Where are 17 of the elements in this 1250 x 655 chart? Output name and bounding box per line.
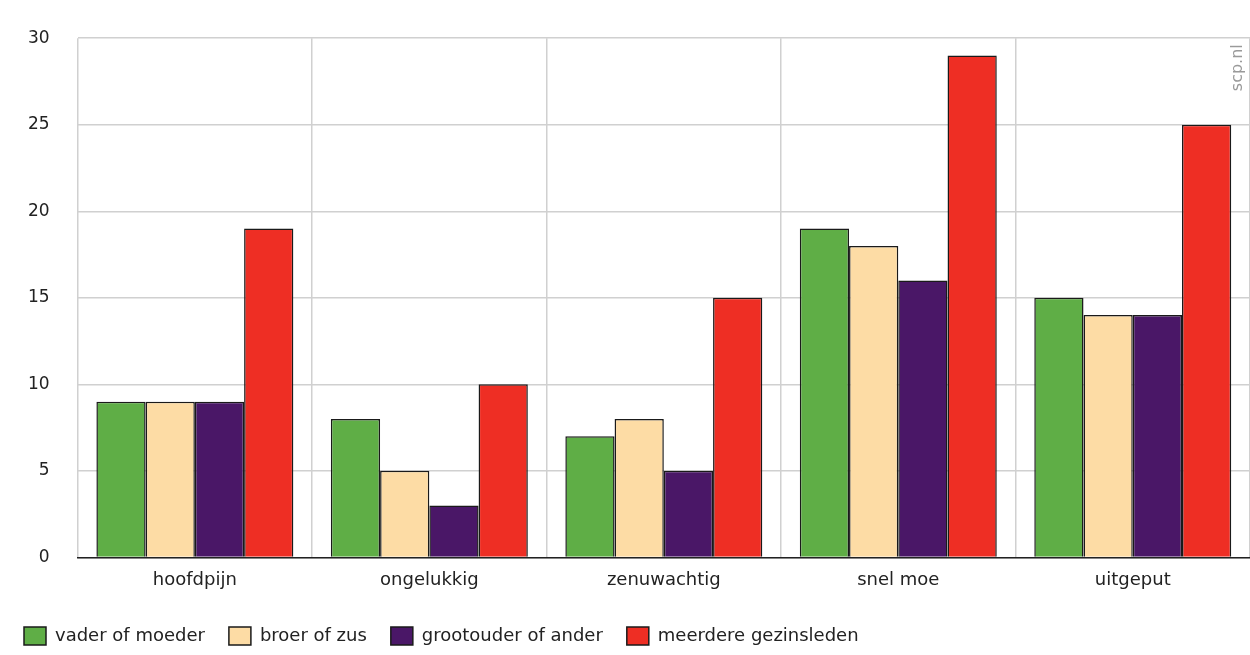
x-tick-label: ongelukkig <box>380 567 479 589</box>
y-tick-label: 0 <box>38 545 50 566</box>
annotation: scp.nl <box>1227 44 1247 92</box>
x-tick-label: snel moe <box>857 567 940 589</box>
y-tick-label: 5 <box>38 459 50 480</box>
y-tick-label: 25 <box>27 113 50 134</box>
legend-label: grootouder of ander <box>421 623 604 645</box>
legend-label: broer of zus <box>259 623 367 645</box>
y-tick-label: 30 <box>27 26 50 47</box>
legend-label: vader of moeder <box>55 623 206 645</box>
y-tick-label: 10 <box>27 372 50 393</box>
x-tick-label: uitgeput <box>1094 567 1171 589</box>
legend-label: meerdere gezinsleden <box>657 623 859 645</box>
y-tick-label: 20 <box>27 199 50 220</box>
x-tick-label: hoofdpijn <box>152 567 237 589</box>
y-tick-label: 15 <box>27 286 50 307</box>
x-tick-label: zenuwachtig <box>606 567 721 589</box>
